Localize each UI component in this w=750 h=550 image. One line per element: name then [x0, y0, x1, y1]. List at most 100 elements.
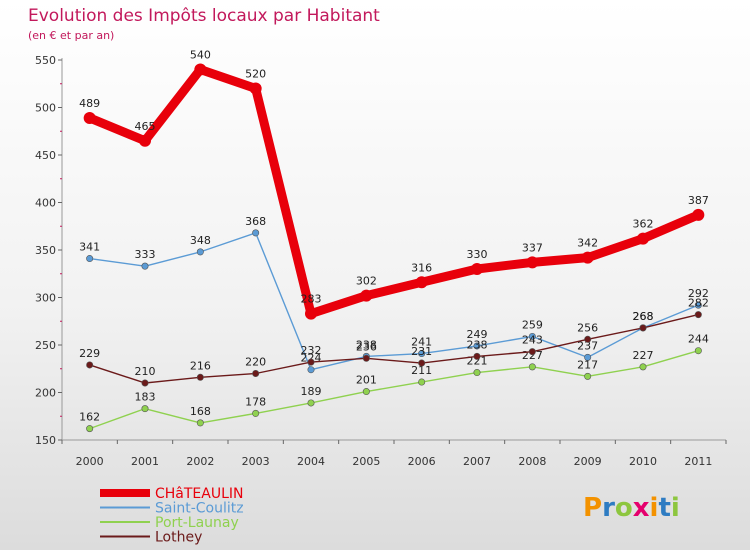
series-line	[85, 65, 703, 319]
data-label: 282	[688, 297, 709, 310]
x-tick-label: 2001	[131, 455, 159, 468]
x-tick-label: 2004	[297, 455, 325, 468]
data-point	[692, 208, 705, 221]
data-label: 243	[522, 334, 543, 347]
data-point	[194, 63, 207, 76]
data-label: 348	[190, 234, 211, 247]
data-point	[252, 229, 260, 237]
data-label: 178	[245, 395, 266, 408]
data-label: 244	[688, 333, 709, 346]
data-label: 283	[301, 293, 322, 306]
data-point	[307, 358, 315, 366]
data-label: 168	[190, 405, 211, 418]
y-tick-label: 200	[35, 387, 56, 400]
data-label: 221	[467, 355, 488, 368]
data-point	[526, 256, 539, 269]
data-point	[249, 82, 262, 95]
data-point	[581, 251, 594, 264]
data-label: 189	[301, 385, 322, 398]
data-point	[528, 363, 536, 371]
data-point	[637, 232, 649, 245]
chart-subtitle: (en € et par an)	[28, 29, 114, 42]
data-label: 211	[411, 364, 432, 377]
y-tick-label: 450	[35, 149, 56, 162]
data-point	[307, 366, 315, 374]
legend-label: Lothey	[155, 530, 202, 546]
data-point	[196, 373, 204, 381]
y-tick-label: 350	[35, 244, 56, 257]
data-point	[141, 405, 149, 413]
x-tick-label: 2000	[76, 455, 104, 468]
series-lothey: 229 210 216 220 232 236 231 238 243 256 268 282	[79, 297, 709, 387]
data-point	[694, 311, 702, 319]
data-point	[362, 354, 370, 362]
data-point	[86, 255, 94, 263]
data-point	[471, 263, 483, 275]
data-label: 292	[688, 287, 709, 300]
data-point	[307, 399, 315, 407]
data-point	[473, 369, 481, 377]
data-label: 216	[190, 359, 211, 372]
data-label: 236	[356, 340, 377, 353]
data-point	[196, 419, 204, 427]
data-label: 330	[467, 248, 488, 261]
data-label: 268	[633, 310, 654, 323]
data-label: 387	[688, 194, 709, 207]
data-point	[141, 379, 149, 387]
chart-title: Evolution des Impôts locaux par Habitant	[28, 6, 380, 26]
x-tick-label: 2010	[629, 455, 657, 468]
x-tick-label: 2011	[684, 455, 712, 468]
data-point	[86, 425, 94, 433]
data-point	[418, 378, 426, 386]
data-label: 302	[356, 275, 377, 288]
data-point	[139, 134, 151, 147]
data-label: 241	[411, 336, 432, 349]
data-label: 162	[79, 411, 100, 424]
x-tick-label: 2007	[463, 455, 491, 468]
data-label: 333	[135, 248, 156, 261]
x-tick-label: 2005	[352, 455, 380, 468]
data-label: 259	[522, 318, 543, 331]
series-line	[88, 350, 700, 430]
data-point	[252, 369, 260, 377]
data-point	[418, 359, 426, 367]
data-point	[639, 363, 647, 371]
data-label: 540	[190, 49, 211, 62]
data-label: 268	[633, 310, 654, 323]
data-point	[528, 332, 536, 340]
series-line	[88, 232, 700, 371]
data-label: 465	[135, 120, 156, 133]
data-label: 220	[245, 356, 266, 369]
x-tick-label: 2003	[242, 455, 270, 468]
data-label: 337	[522, 241, 543, 254]
data-point	[473, 342, 481, 350]
proxiti-logo: Proxiti	[583, 493, 680, 523]
data-label: 238	[356, 338, 377, 351]
data-label: 227	[633, 349, 654, 362]
data-point	[473, 352, 481, 360]
series-ch-teaulin: 489 465 540 520 283 302 316 330 337 342 362 387	[79, 49, 709, 320]
legend-label: Saint-Coulitz	[155, 501, 244, 517]
data-point	[584, 335, 592, 343]
data-point	[362, 388, 370, 396]
legend-label: Port-Launay	[155, 515, 239, 531]
data-point	[584, 372, 592, 380]
data-label: 231	[411, 345, 432, 358]
data-point	[252, 409, 260, 417]
series-line	[88, 313, 700, 384]
data-label: 232	[301, 344, 322, 357]
y-tick-label: 300	[35, 292, 56, 305]
x-tick-label: 2008	[518, 455, 546, 468]
data-point	[584, 353, 592, 361]
data-point	[141, 262, 149, 270]
y-tick-label: 400	[35, 197, 56, 210]
axes: 150 200 250 300 350 400 450 500 550 2000 2001 2002 2…	[35, 54, 727, 468]
data-point	[694, 301, 702, 309]
data-label: 238	[467, 338, 488, 351]
data-point	[415, 276, 428, 289]
data-label: 210	[135, 365, 156, 378]
